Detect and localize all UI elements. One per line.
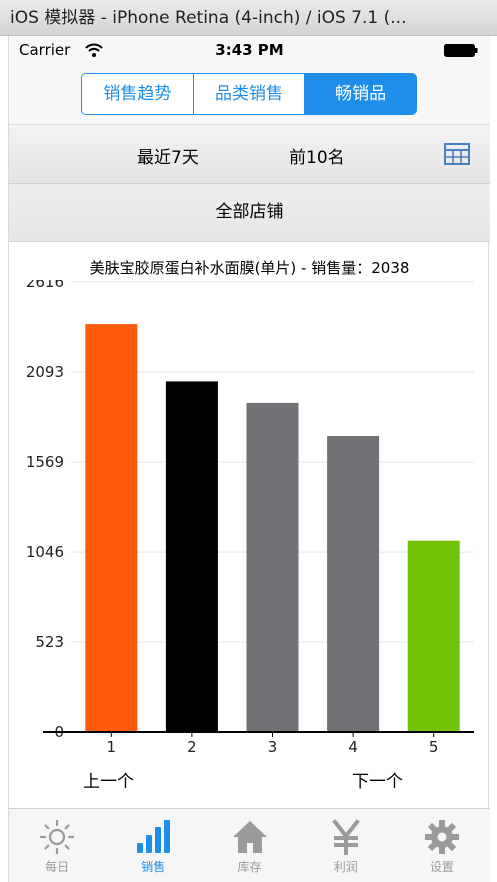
tab-sales-label: 销售 — [141, 860, 166, 874]
wifi-icon — [85, 43, 103, 57]
battery-icon — [444, 44, 478, 57]
x-tick-label: 3 — [268, 738, 278, 756]
gear-icon — [424, 820, 459, 854]
bar-chart-icon — [137, 820, 171, 853]
bar — [327, 435, 380, 732]
tab-inventory[interactable]: 库存 — [201, 809, 297, 882]
tab-daily-label: 每日 — [45, 860, 70, 874]
tab-bar: 每日 销售 库存 — [9, 808, 490, 882]
x-tick-label: 5 — [429, 738, 439, 756]
y-tick-label: 1046 — [26, 543, 64, 561]
segment-sales-trend[interactable]: 销售趋势 — [82, 74, 194, 114]
x-tick-label: 4 — [348, 738, 358, 756]
status-bar: Carrier 3:43 PM — [9, 36, 490, 64]
bar — [165, 381, 218, 732]
store-selector[interactable]: 全部店铺 — [9, 184, 490, 242]
window-title-bar: iOS 模拟器 - iPhone Retina (4-inch) / iOS 7… — [0, 0, 497, 36]
tab-profit[interactable]: 利润 — [298, 809, 394, 882]
y-tick-label: 523 — [35, 633, 64, 651]
segment-category-sales[interactable]: 品类销售 — [193, 74, 306, 114]
table-view-icon[interactable] — [444, 143, 470, 165]
store-label: 全部店铺 — [215, 202, 284, 222]
filter-bar: 最近7天 前10名 — [9, 124, 490, 184]
x-tick-label: 1 — [107, 738, 117, 756]
bar — [246, 402, 299, 732]
chart-title: 美肤宝胶原蛋白补水面膜(单片) - 销售量：2038 — [9, 257, 490, 278]
segment-best-sellers[interactable]: 畅销品 — [305, 74, 416, 114]
period-filter[interactable]: 最近7天 — [137, 148, 199, 168]
segmented-control: 销售趋势 品类销售 畅销品 — [81, 73, 417, 115]
tab-inventory-label: 库存 — [237, 860, 262, 874]
chart-title-metric-value: 2038 — [371, 259, 410, 277]
prev-button[interactable]: 上一个 — [83, 772, 134, 792]
y-tick-label: 2093 — [26, 363, 64, 381]
x-tick-label: 2 — [187, 738, 197, 756]
chart-title-product: 美肤宝胶原蛋白补水面膜(单片) — [89, 259, 297, 277]
window-title: iOS 模拟器 - iPhone Retina (4-inch) / iOS 7… — [10, 8, 407, 28]
tab-profit-label: 利润 — [333, 860, 358, 874]
sun-icon — [39, 819, 75, 855]
tab-settings[interactable]: 设置 — [394, 809, 490, 882]
tab-settings-label: 设置 — [429, 860, 454, 874]
top-n-filter[interactable]: 前10名 — [289, 148, 345, 168]
bar — [85, 324, 138, 732]
y-tick-label: 1569 — [26, 453, 64, 471]
chart-title-metric-label: 销售量： — [311, 259, 372, 277]
home-icon — [232, 821, 267, 853]
next-button[interactable]: 下一个 — [352, 772, 403, 792]
tab-daily[interactable]: 每日 — [9, 809, 105, 882]
chart-title-separator: - — [296, 259, 312, 277]
y-tick-label: 2616 — [26, 280, 64, 291]
phone-screen: Carrier 3:43 PM 销售趋势 品类销售 畅销品 最近7天 前10名 — [8, 36, 490, 882]
yen-icon — [331, 819, 360, 855]
carrier-label: Carrier — [19, 41, 71, 59]
tab-sales[interactable]: 销售 — [105, 809, 201, 882]
segment-bar: 销售趋势 品类销售 畅销品 — [9, 64, 490, 124]
bar — [407, 540, 460, 732]
status-time: 3:43 PM — [215, 41, 284, 59]
